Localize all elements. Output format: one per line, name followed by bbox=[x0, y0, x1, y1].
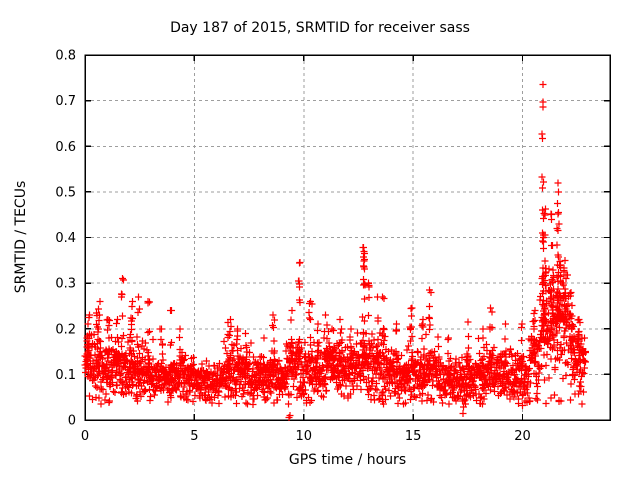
y-tick-label: 0.8 bbox=[55, 49, 76, 64]
x-tick-label: 0 bbox=[81, 429, 89, 444]
y-tick-label: 0.4 bbox=[55, 231, 76, 246]
x-axis-title: GPS time / hours bbox=[288, 452, 407, 468]
y-tick-label: 0.3 bbox=[55, 277, 76, 292]
y-tick-label: 0.6 bbox=[55, 140, 76, 155]
x-tick-label: 20 bbox=[514, 429, 531, 444]
x-tick-label: 15 bbox=[405, 429, 422, 444]
scatter-points bbox=[81, 81, 589, 421]
y-tick-label: 0.7 bbox=[55, 94, 76, 109]
gridlines bbox=[85, 55, 610, 420]
x-tick-label: 10 bbox=[295, 429, 312, 444]
y-tick-label: 0 bbox=[68, 414, 76, 429]
y-tick-label: 0.5 bbox=[55, 185, 76, 200]
chart-title: Day 187 of 2015, SRMTID for receiver sas… bbox=[170, 20, 470, 36]
plot-border bbox=[84, 54, 611, 421]
x-tick-label: 5 bbox=[190, 429, 198, 444]
y-tick-label: 0.2 bbox=[55, 322, 76, 337]
y-tick-label: 0.1 bbox=[55, 368, 76, 383]
